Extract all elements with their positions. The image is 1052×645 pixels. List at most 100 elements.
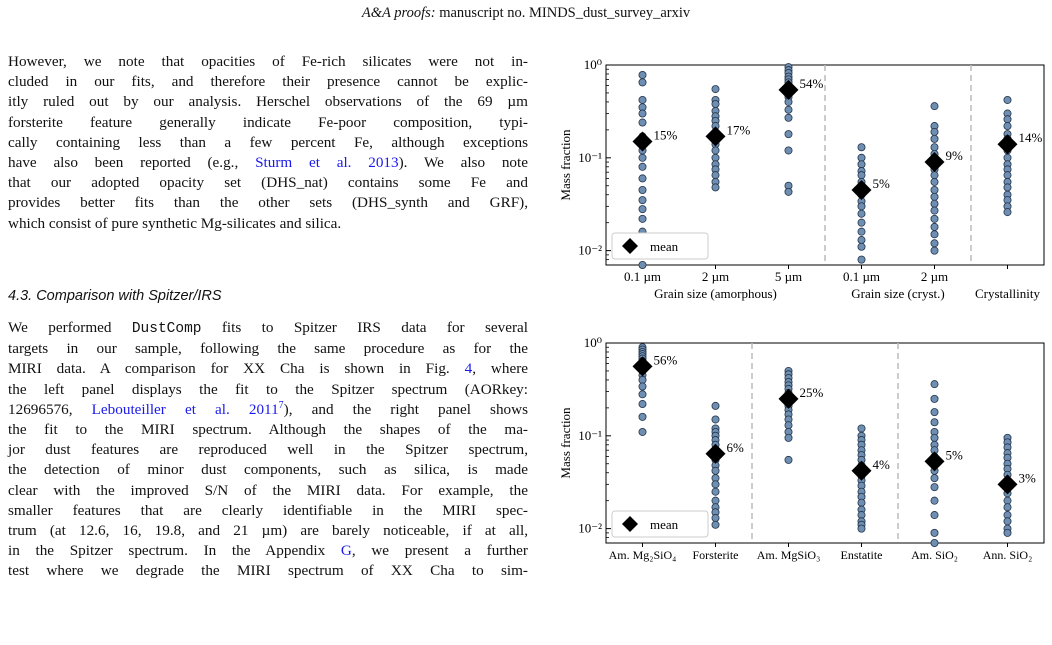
data-point — [638, 375, 647, 384]
data-point — [930, 185, 939, 194]
mean-marker — [705, 443, 726, 464]
footnote-marker[interactable]: 7 — [278, 399, 284, 411]
x-tick-label: Forsterite — [693, 548, 739, 562]
text-line: targets in our sample, following the sam… — [8, 339, 528, 359]
data-point — [930, 222, 939, 231]
y-axis-label: Mass fraction — [558, 407, 573, 479]
panel-grain-size: 10⁻² 10⁻¹ 10⁰ Mass fraction 0.1 µm 15% 2 µm 17%… — [558, 57, 1045, 301]
group-label: Crystallinity — [975, 286, 1041, 301]
data-point — [711, 153, 720, 162]
data-point — [638, 382, 647, 391]
data-point — [1003, 183, 1012, 192]
data-point — [711, 520, 720, 529]
text-run: ), and the right panel shows — [283, 400, 529, 418]
paragraph-fe-silicates: However, we note that opacities of Fe-ri… — [8, 52, 528, 234]
data-point — [930, 143, 939, 152]
text-run: the detection of minor dust components, … — [8, 461, 528, 479]
data-point — [1003, 153, 1012, 162]
mean-marker — [632, 356, 653, 377]
citation-link[interactable]: Sturm et al. 2013 — [255, 154, 399, 172]
data-point — [784, 146, 793, 155]
mean-marker — [705, 126, 726, 147]
text-run: smaller features that are clearly identi… — [8, 501, 528, 519]
data-point — [711, 100, 720, 109]
running-head: A&A proofs: manuscript no. MINDS_dust_su… — [0, 5, 1052, 22]
data-point — [930, 192, 939, 201]
text-line: cluded in our fits, and therefore their … — [8, 72, 528, 92]
data-point — [784, 187, 793, 196]
citation-link[interactable]: 4 — [464, 360, 473, 378]
legend: mean — [611, 510, 709, 538]
legend-marker — [622, 238, 638, 254]
data-point — [857, 202, 866, 211]
text-line: the left panel displays the fit to the S… — [8, 380, 528, 400]
text-line: smaller features that are clearly identi… — [8, 501, 528, 521]
data-point — [930, 433, 939, 442]
data-point — [930, 394, 939, 403]
mean-marker — [997, 134, 1018, 155]
data-point — [638, 196, 647, 205]
x-tick-label: 0.1 µm — [624, 269, 661, 284]
x-tick-label: Ann. SiO₂ — [983, 548, 1033, 562]
data-point — [1003, 171, 1012, 180]
paragraph-spitzer-comparison: We performed DustComp fits to Spitzer IR… — [8, 318, 528, 582]
x-tick-label: 2 µm — [702, 269, 729, 284]
data-point — [638, 78, 647, 87]
text-line: have also been reported (e.g., Sturm et … — [8, 153, 528, 173]
data-point — [711, 514, 720, 523]
mean-label: 5% — [946, 447, 964, 462]
text-line: that our adopted opacity set (DHS_nat) c… — [8, 173, 528, 193]
text-run: We performed — [8, 319, 132, 336]
data-point — [784, 433, 793, 442]
data-point — [930, 474, 939, 483]
text-line: the detection of minor dust components, … — [8, 460, 528, 480]
citation-link[interactable]: Lebouteiller et al. 2011 — [91, 400, 279, 418]
data-point — [930, 418, 939, 427]
data-point — [711, 496, 720, 505]
data-point — [1003, 122, 1012, 131]
data-point — [930, 483, 939, 492]
data-point — [638, 95, 647, 104]
data-point — [930, 214, 939, 223]
code-name: DustComp — [131, 321, 202, 337]
y-tick-label: 10⁰ — [584, 57, 602, 72]
data-point — [638, 162, 647, 171]
text-run: test where we degrade the MIRI spectrum … — [8, 562, 528, 580]
data-point — [711, 146, 720, 155]
plot-frame — [605, 342, 1045, 544]
data-point — [930, 177, 939, 186]
data-point — [930, 127, 939, 136]
text-run: that our adopted opacity set (DHS_nat) c… — [8, 174, 528, 192]
text-run: , where — [472, 360, 528, 378]
data-point — [1003, 208, 1012, 217]
mean-label: 56% — [654, 352, 678, 367]
data-point — [784, 130, 793, 139]
text-run: fits to Spitzer IRS data for several — [201, 319, 528, 336]
text-line: cally containing less than a few percent… — [8, 133, 528, 153]
x-tick-label: Am. SiO₂ — [911, 548, 958, 562]
mean-marker — [778, 79, 799, 100]
data-point — [711, 487, 720, 496]
data-point — [711, 401, 720, 410]
mean-marker — [851, 179, 872, 200]
text-line: itly ruled out by our analysis. Herschel… — [8, 92, 528, 112]
data-point — [784, 113, 793, 122]
data-point — [784, 105, 793, 114]
text-run: itly ruled out by our analysis. Herschel… — [8, 93, 528, 111]
text-run: trum (at 12.6, 16, 19.8, and 21 µm) are … — [8, 522, 528, 540]
data-point — [857, 171, 866, 180]
journal-name: A&A proofs: — [361, 5, 436, 21]
x-tick-label: 5 µm — [775, 269, 802, 284]
text-line: which consist of pure synthetic Mg-silic… — [8, 214, 528, 234]
data-point — [711, 183, 720, 192]
data-point — [638, 153, 647, 162]
data-point — [638, 412, 647, 421]
group-label: Grain size (cryst.) — [851, 286, 945, 301]
citation-link[interactable]: G — [340, 542, 352, 560]
text-run: ). We also note — [398, 154, 528, 172]
data-point — [857, 143, 866, 152]
x-tick-label: Am. MgSiO₃ — [757, 548, 821, 562]
text-run: targets in our sample, following the sam… — [8, 340, 528, 358]
data-point — [857, 153, 866, 162]
data-point — [638, 214, 647, 223]
